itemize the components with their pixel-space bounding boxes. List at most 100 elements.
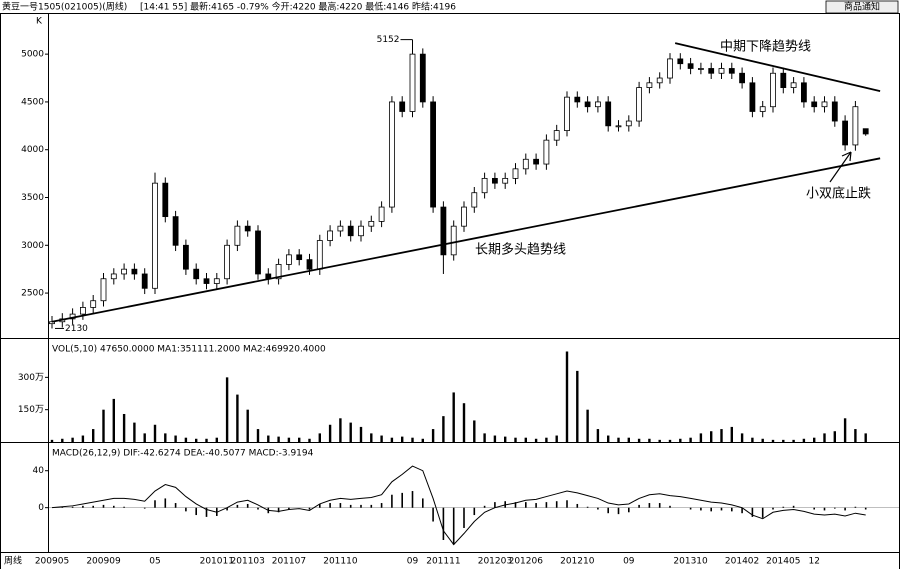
x-tick-label: 201110 — [323, 557, 358, 567]
volume-bar — [215, 437, 218, 442]
notice-button-label[interactable]: 商品通知 — [844, 1, 880, 13]
x-tick-label: 201107 — [272, 557, 306, 567]
candle-body — [141, 273, 148, 289]
candle-body — [821, 101, 828, 108]
x-tick-label: 05 — [149, 557, 160, 567]
volume-bar — [771, 439, 775, 442]
candle-body — [244, 225, 251, 232]
volume-bar — [143, 433, 146, 442]
candle-body — [553, 130, 560, 141]
volume-bar — [555, 435, 558, 442]
candle-body — [605, 101, 612, 127]
volume-bar — [267, 435, 270, 442]
candle-body — [759, 106, 766, 112]
volume-bar — [833, 431, 836, 442]
volume-bar — [854, 429, 857, 442]
x-tick-label: 200905 — [35, 557, 69, 567]
candle-body — [255, 230, 261, 275]
volume-bar — [308, 438, 311, 442]
volume-bar — [421, 438, 424, 442]
candle-body — [285, 254, 292, 265]
x-tick-label: 201011 — [200, 557, 234, 567]
volume-bar — [462, 403, 466, 442]
candle-body — [728, 68, 735, 74]
candle-body — [327, 230, 334, 241]
candle-body — [306, 259, 313, 270]
candle-body — [121, 268, 127, 275]
volume-bar — [545, 437, 548, 442]
candle-body — [368, 220, 375, 227]
candle-body — [224, 244, 231, 280]
candle-body — [780, 72, 787, 88]
volume-bar — [658, 439, 661, 442]
candle-body — [491, 177, 498, 184]
candle-body — [574, 96, 581, 103]
candle-body — [656, 77, 663, 84]
y-tick-label: 40 — [33, 466, 45, 476]
volume-bar — [328, 424, 332, 442]
candle-body — [564, 96, 570, 132]
candle-body — [646, 82, 653, 88]
callout-arrow — [829, 151, 852, 183]
volume-bar — [298, 437, 301, 442]
y-tick-label: 2500 — [21, 289, 44, 299]
candle-body — [667, 58, 673, 79]
candle-body — [347, 225, 354, 237]
candle-body — [100, 278, 107, 302]
volume-bar — [514, 437, 517, 442]
x-tick-label: 12 — [808, 557, 819, 567]
trend-line — [674, 42, 881, 93]
volume-bar — [122, 413, 126, 442]
volume-bar — [627, 437, 630, 442]
volume-bar — [596, 429, 600, 442]
candle-body — [584, 101, 591, 108]
volume-bar — [339, 418, 342, 442]
y-tick-label: 3500 — [21, 193, 44, 203]
candle-body — [615, 125, 622, 128]
volume-bar — [184, 437, 188, 442]
volume-bar — [452, 392, 455, 442]
volume-bar — [195, 438, 198, 442]
volume-bar — [607, 435, 610, 442]
candle-body — [399, 101, 406, 112]
volume-bar — [50, 439, 54, 442]
candle-body — [152, 182, 158, 289]
volume-bar — [236, 394, 239, 442]
volume-bar — [81, 435, 85, 442]
panel-title: VOL(5,10) 47650.0000 MA1:351111.2000 MA2… — [52, 345, 326, 355]
x-tick-label: 201203 — [478, 557, 512, 567]
volume-bar — [689, 437, 692, 442]
candle-body — [90, 300, 97, 308]
candle-body — [358, 225, 364, 237]
axis-label: K — [36, 17, 43, 27]
candle-body — [636, 87, 642, 122]
volume-bar — [71, 437, 74, 442]
candle-body — [698, 68, 704, 70]
x-tick-label: 201103 — [231, 557, 265, 567]
volume-bar — [431, 429, 435, 442]
volume-bar — [730, 426, 733, 442]
x-tick-label: 201210 — [560, 557, 595, 567]
candle-body — [203, 278, 210, 284]
volume-bar — [720, 429, 723, 442]
x-tick-label: 201405 — [766, 557, 800, 567]
volume-bar — [205, 438, 208, 442]
candle-body — [172, 216, 179, 246]
candle-body — [543, 139, 550, 165]
y-tick-label: 0 — [38, 503, 44, 513]
volume-bar — [586, 409, 589, 442]
y-tick-label: 4500 — [21, 97, 44, 107]
y-tick-label: 3000 — [21, 241, 44, 251]
callout-arrowhead — [841, 151, 852, 162]
candle-body — [80, 307, 86, 315]
candle-body — [862, 128, 869, 135]
candle-body — [708, 68, 715, 74]
candle-body — [419, 53, 426, 103]
volume-bar — [576, 370, 579, 442]
candle-body — [378, 206, 385, 222]
candle-body — [440, 206, 447, 256]
volume-bar — [102, 409, 105, 442]
volume-bar — [277, 436, 280, 442]
